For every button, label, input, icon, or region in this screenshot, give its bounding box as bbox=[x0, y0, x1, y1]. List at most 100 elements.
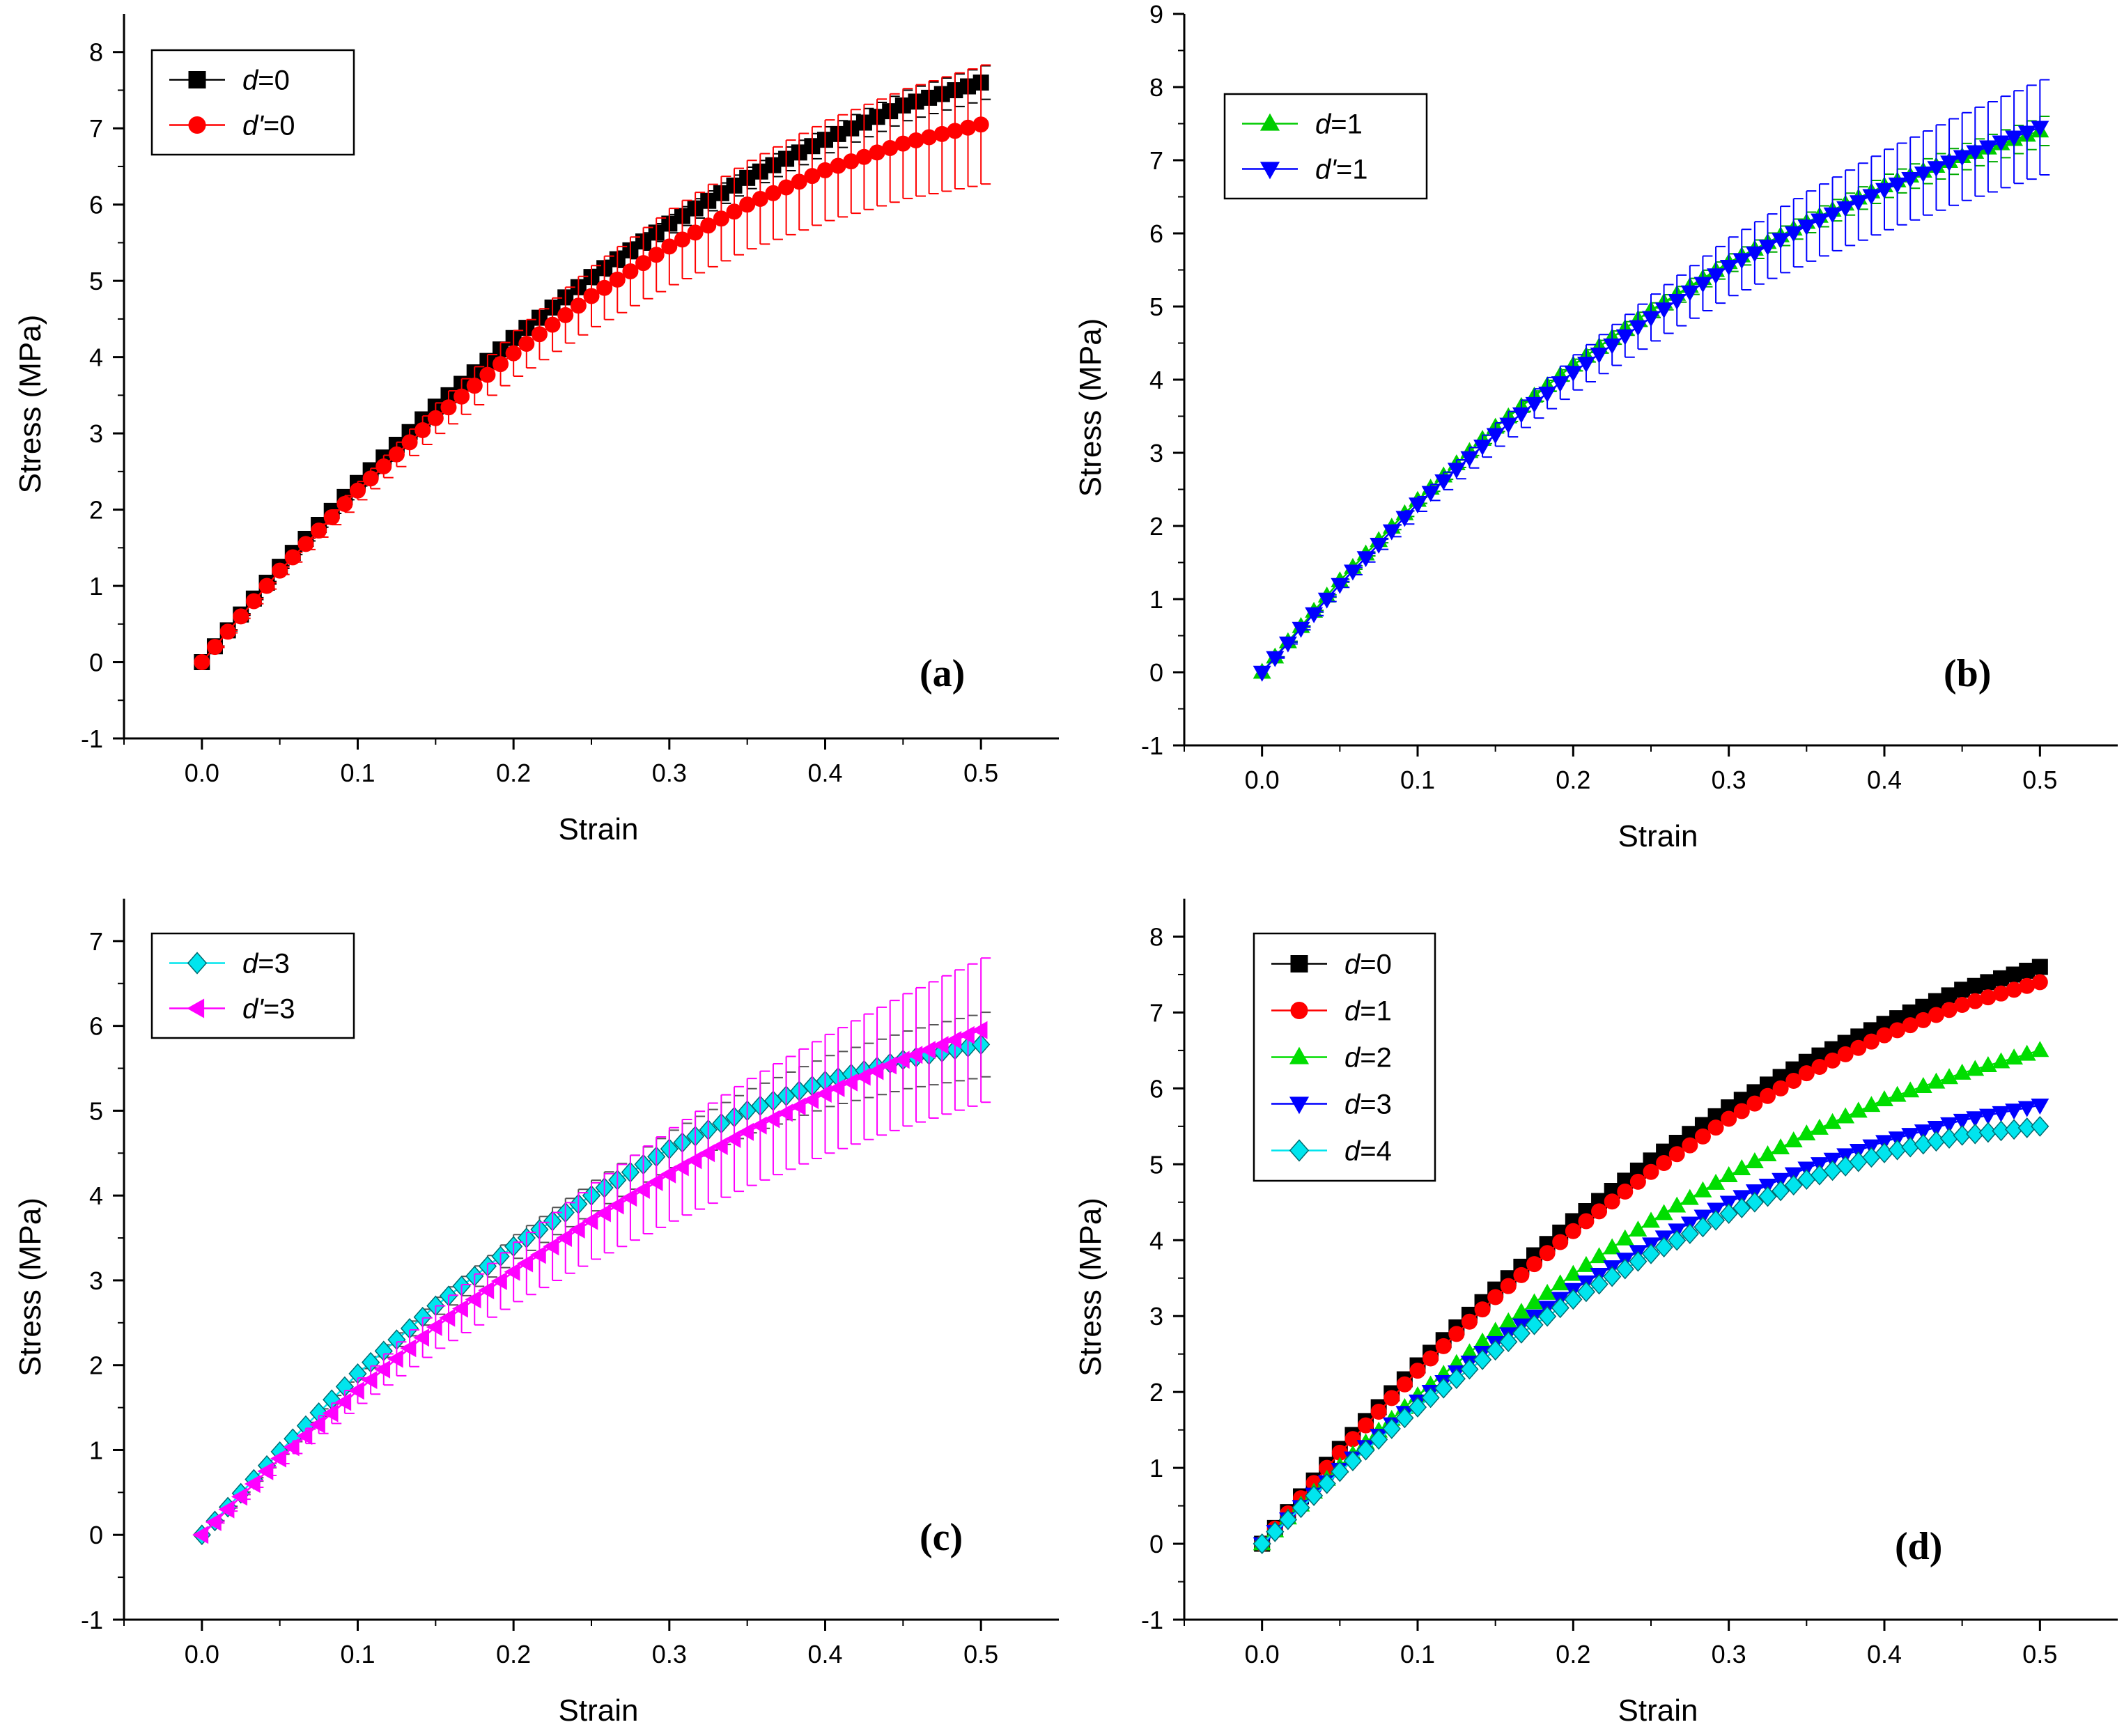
data-point bbox=[568, 1220, 585, 1239]
data-point bbox=[1253, 665, 1271, 682]
legend-marker bbox=[188, 116, 206, 134]
x-tick-label: 0.3 bbox=[1712, 1640, 1746, 1668]
y-tick-label: 2 bbox=[1149, 512, 1163, 541]
legend-label: d=0 bbox=[1344, 950, 1392, 980]
error-bar bbox=[603, 1172, 614, 1214]
data-point bbox=[374, 1360, 391, 1379]
error-bar bbox=[642, 1190, 653, 1234]
data-point bbox=[1836, 201, 1855, 217]
x-axis-title: Strain bbox=[559, 812, 639, 846]
error-bar bbox=[1961, 111, 1972, 157]
data-point bbox=[633, 1181, 650, 1200]
data-point bbox=[660, 1165, 676, 1184]
data-point bbox=[1617, 1184, 1634, 1200]
data-point bbox=[362, 470, 379, 487]
data-point bbox=[932, 1036, 949, 1054]
data-point bbox=[1629, 1162, 1646, 1179]
data-point bbox=[1576, 1281, 1596, 1303]
error-bar bbox=[902, 144, 913, 199]
data-point bbox=[1590, 1247, 1608, 1264]
data-point bbox=[1434, 1377, 1453, 1399]
data-point bbox=[1317, 1473, 1336, 1494]
error-bar bbox=[1987, 101, 1998, 147]
error-bar bbox=[941, 1045, 952, 1115]
chart-panel-b: 0.0 0.1 0.2 0.3 0.4 0.5 -1 0 1 2 3 4 5 6 7 8 9 Strain Stre… bbox=[1073, 0, 2118, 853]
data-point bbox=[1460, 1358, 1479, 1380]
data-point bbox=[1901, 1136, 1920, 1158]
data-point bbox=[803, 1091, 819, 1110]
data-point bbox=[1914, 166, 1932, 183]
y-tick-label: 3 bbox=[1149, 439, 1163, 467]
data-point bbox=[1617, 1172, 1634, 1189]
error-bar bbox=[1909, 136, 1921, 179]
data-point bbox=[2017, 125, 2036, 142]
data-point bbox=[1888, 177, 1907, 194]
chart-panel-c: 0.0 0.1 0.2 0.3 0.4 0.5 -1 0 1 2 3 4 5 6 7 Strain Stress… bbox=[13, 899, 1059, 1728]
data-point bbox=[1901, 1081, 1920, 1098]
data-point bbox=[1603, 1238, 1622, 1255]
data-point bbox=[1721, 1110, 1737, 1127]
data-point bbox=[672, 1158, 689, 1177]
data-point bbox=[1551, 1274, 1569, 1291]
error-bar bbox=[850, 1082, 861, 1145]
x-tick-label: 0.0 bbox=[185, 1640, 219, 1668]
error-bar bbox=[837, 1027, 848, 1088]
data-point bbox=[750, 1116, 767, 1135]
error-bar bbox=[863, 1013, 874, 1077]
data-point bbox=[1693, 1216, 1712, 1238]
data-point bbox=[596, 279, 613, 296]
error-bar bbox=[1935, 124, 1946, 168]
data-point bbox=[1382, 524, 1401, 541]
data-point bbox=[867, 1062, 884, 1080]
series-dp-0 bbox=[194, 64, 991, 671]
error-bar bbox=[837, 1087, 848, 1149]
error-bar bbox=[785, 1055, 796, 1113]
data-point bbox=[674, 231, 690, 248]
series-d-1 bbox=[1253, 116, 2050, 679]
y-axis-title: Stress (MPa) bbox=[13, 1198, 47, 1377]
data-point bbox=[1292, 1497, 1310, 1519]
data-point bbox=[1266, 1521, 1285, 1542]
data-point bbox=[1811, 1059, 1828, 1075]
data-point bbox=[544, 316, 561, 333]
data-point bbox=[517, 1254, 534, 1273]
data-point bbox=[1305, 1485, 1324, 1506]
error-bar bbox=[889, 1065, 900, 1131]
data-point bbox=[1447, 1368, 1466, 1389]
series-dp-3 bbox=[192, 957, 991, 1544]
legend-marker bbox=[1290, 1002, 1308, 1019]
data-point bbox=[1850, 1039, 1867, 1056]
data-point bbox=[205, 1513, 222, 1531]
data-point bbox=[1836, 1107, 1855, 1124]
data-point bbox=[1331, 1461, 1349, 1482]
data-point bbox=[2031, 121, 2049, 137]
error-bar bbox=[720, 1146, 731, 1198]
data-point bbox=[726, 203, 743, 220]
legend-item: d'=0 bbox=[169, 111, 295, 141]
data-point bbox=[763, 1110, 780, 1129]
error-bar bbox=[824, 170, 835, 222]
error-bar bbox=[772, 1119, 783, 1176]
data-point bbox=[388, 446, 405, 463]
legend-label: d=3 bbox=[242, 949, 290, 979]
data-point bbox=[284, 549, 301, 566]
data-point bbox=[1682, 1137, 1698, 1154]
y-axis-title: Stress (MPa) bbox=[1073, 1198, 1108, 1377]
data-point bbox=[1719, 259, 1738, 276]
data-point bbox=[413, 1328, 429, 1347]
data-point bbox=[854, 1067, 871, 1086]
data-point bbox=[1525, 396, 1544, 413]
data-point bbox=[504, 1262, 520, 1281]
data-point bbox=[1733, 1103, 1750, 1119]
error-bar bbox=[720, 1094, 731, 1147]
x-tick-label: 0.0 bbox=[1245, 1640, 1280, 1668]
x-tick-label: 0.2 bbox=[496, 759, 531, 787]
legend-marker bbox=[1289, 1046, 1310, 1064]
data-point bbox=[1317, 592, 1336, 609]
y-tick-label: 6 bbox=[89, 1012, 103, 1041]
data-point bbox=[738, 1122, 754, 1141]
x-tick-label: 0.4 bbox=[807, 1640, 842, 1668]
data-point bbox=[1668, 1146, 1685, 1163]
data-point bbox=[1978, 140, 1997, 157]
data-point bbox=[1408, 1397, 1427, 1418]
